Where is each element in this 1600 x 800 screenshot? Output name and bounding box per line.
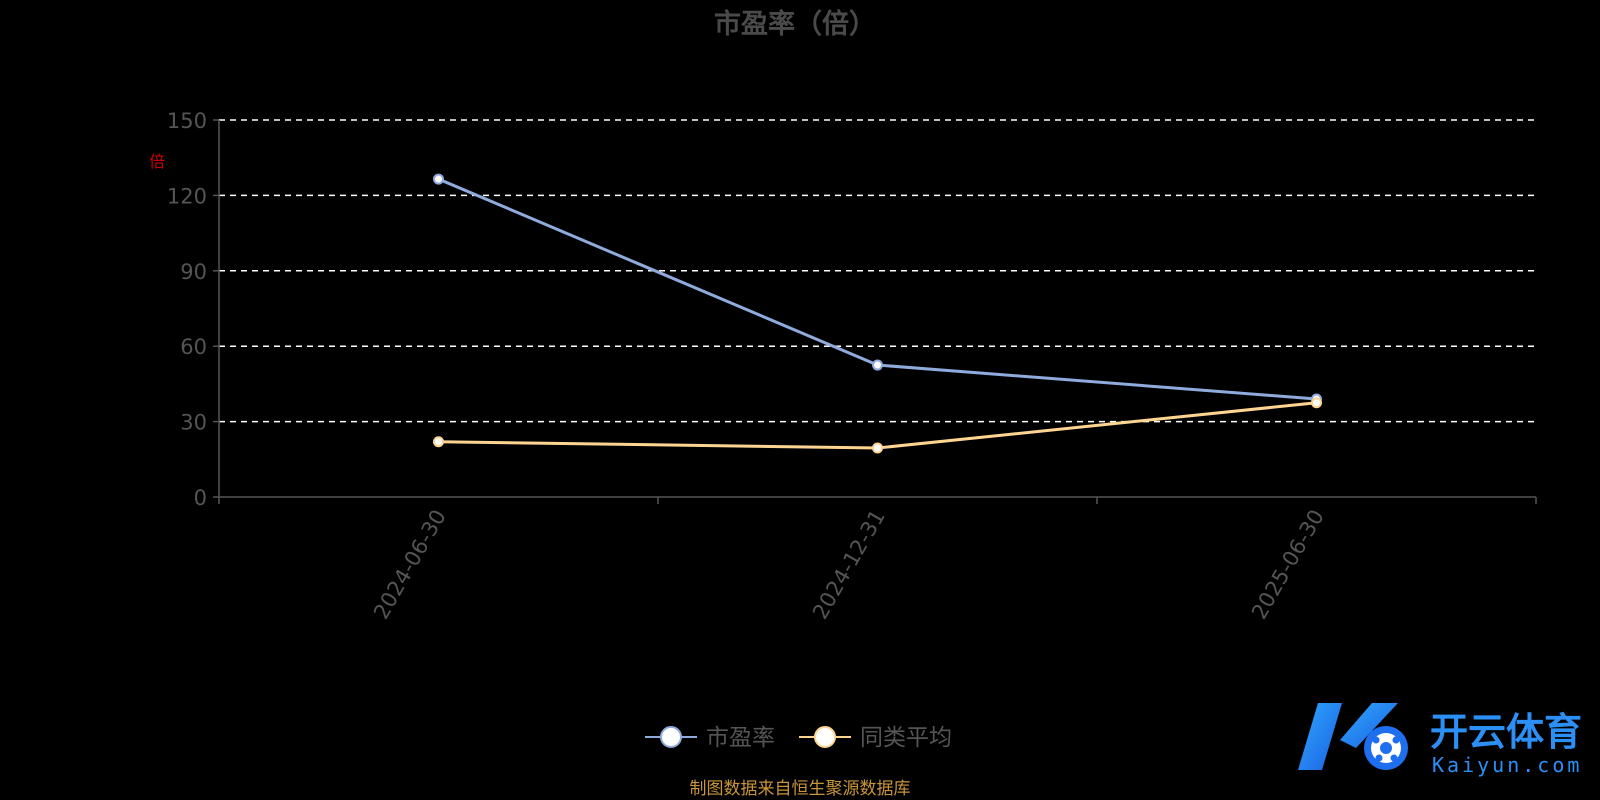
data-point-0-0[interactable] xyxy=(433,173,444,185)
y-tick-label-0: 0 xyxy=(194,486,207,510)
data-point-0-1[interactable] xyxy=(872,359,883,371)
logo-chinese-name: 开云体育 xyxy=(1430,710,1582,754)
legend-item-peer-average[interactable]: 同类平均 xyxy=(799,725,952,751)
series-1 xyxy=(433,397,1322,454)
x-tick-labels: 2024-06-30 2024-12-31 2025-06-30 xyxy=(369,506,1329,624)
y-tick-label-90: 90 xyxy=(180,260,207,284)
series-0 xyxy=(433,173,1322,405)
chart-title: 市盈率（倍） xyxy=(714,8,876,40)
x-tick-label-2025-06-30: 2025-06-30 xyxy=(1247,506,1329,624)
y-tick-label-60: 60 xyxy=(180,335,207,359)
y-tick-labels: 0 30 60 90 120 150 xyxy=(167,109,207,510)
kaiyun-logo: 开云体育 Kaiyun.com xyxy=(1298,703,1582,777)
y-tick-label-150: 150 xyxy=(167,109,207,133)
legend-item-pe[interactable]: 市盈率 xyxy=(645,725,775,751)
data-point-1-1[interactable] xyxy=(872,442,883,454)
data-point-1-0[interactable] xyxy=(433,436,444,448)
axes xyxy=(213,119,1537,504)
grid-lines xyxy=(219,119,1536,423)
data-point-1-2[interactable] xyxy=(1311,397,1322,409)
y-tick-label-120: 120 xyxy=(167,184,207,208)
y-tick-label-30: 30 xyxy=(180,411,207,435)
x-tick-label-2024-12-31: 2024-12-31 xyxy=(808,506,890,624)
data-source-note: 制图数据来自恒生聚源数据库 xyxy=(690,779,911,799)
kaiyun-k-mark xyxy=(1298,703,1342,770)
legend-label-peer-average: 同类平均 xyxy=(860,725,952,751)
legend[interactable]: 市盈率 同类平均 xyxy=(645,725,952,751)
logo-domain: Kaiyun.com xyxy=(1432,753,1582,777)
x-tick-label-2024-06-30: 2024-06-30 xyxy=(369,506,451,624)
y-axis-label: 倍 xyxy=(149,152,165,171)
series-line-1 xyxy=(438,401,1317,450)
legend-label-pe: 市盈率 xyxy=(706,725,775,751)
series-lines xyxy=(433,173,1322,454)
